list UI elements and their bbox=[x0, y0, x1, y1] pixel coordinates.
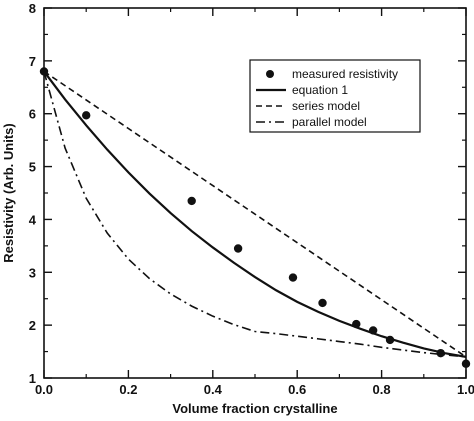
y-axis-title: Resistivity (Arb. Units) bbox=[1, 123, 16, 262]
data-point-measured-resistivity bbox=[318, 298, 327, 308]
x-axis-title: Volume fraction crystalline bbox=[172, 401, 337, 416]
y-tick-label: 4 bbox=[29, 212, 37, 227]
series-layer bbox=[39, 67, 471, 368]
y-axis-ticks: 1 2 3 4 5 6 7 8 bbox=[29, 1, 466, 386]
y-tick-label: 3 bbox=[29, 265, 36, 280]
series-line-equation-1 bbox=[43, 70, 467, 358]
x-tick-label: 0.2 bbox=[119, 382, 137, 397]
series-line-series-model bbox=[43, 70, 467, 358]
y-tick-label: 6 bbox=[29, 107, 36, 122]
x-tick-label: 0.6 bbox=[288, 382, 306, 397]
legend-label-equation-1: equation 1 bbox=[292, 83, 348, 97]
x-tick-label: 0.0 bbox=[35, 382, 53, 397]
x-tick-label: 0.8 bbox=[373, 382, 391, 397]
y-tick-label: 7 bbox=[29, 54, 36, 69]
data-point-measured-resistivity bbox=[187, 196, 196, 206]
legend-box bbox=[249, 59, 421, 133]
series-line-parallel-model bbox=[43, 71, 467, 358]
legend-label-series-model: series model bbox=[292, 99, 360, 113]
y-tick-label: 8 bbox=[29, 1, 36, 16]
x-axis-ticks: 0.0 0.2 0.4 0.6 0.8 1.0 bbox=[35, 8, 474, 397]
data-point-measured-resistivity bbox=[288, 273, 298, 282]
legend: measured resistivity equation 1 series mod… bbox=[249, 59, 421, 133]
x-tick-label: 0.4 bbox=[204, 382, 223, 397]
legend-marker-measured-resistivity bbox=[266, 70, 274, 78]
legend-label-parallel-model: parallel model bbox=[292, 115, 367, 129]
data-point-measured-resistivity bbox=[461, 359, 471, 368]
y-tick-label: 1 bbox=[29, 371, 36, 386]
data-point-measured-resistivity bbox=[233, 244, 243, 253]
y-tick-label: 2 bbox=[29, 318, 36, 333]
y-tick-label: 5 bbox=[29, 160, 36, 175]
legend-label-measured-resistivity: measured resistivity bbox=[292, 67, 398, 81]
data-point-measured-resistivity bbox=[82, 111, 91, 120]
x-tick-label: 1.0 bbox=[457, 382, 474, 397]
